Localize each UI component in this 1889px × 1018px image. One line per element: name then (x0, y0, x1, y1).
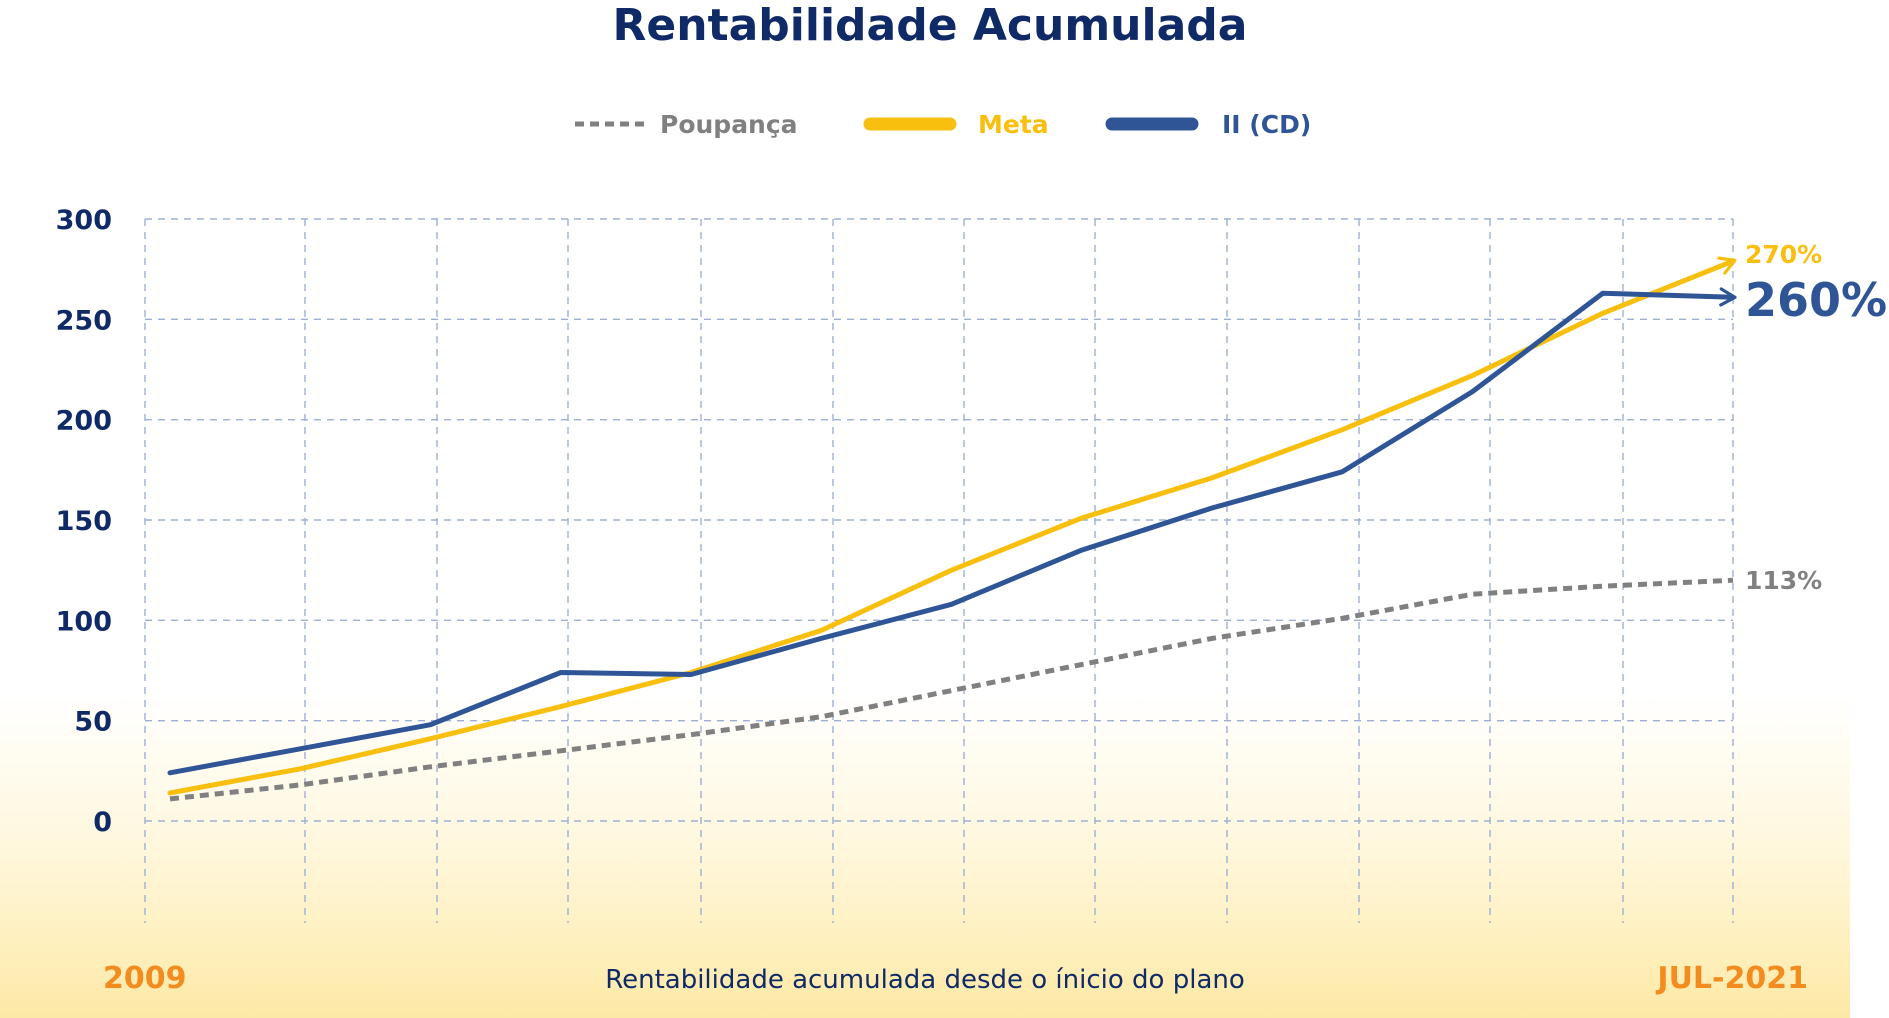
grid (144, 218, 1734, 923)
y-tick-label: 100 (56, 606, 112, 637)
series-line-ii-cd (167, 287, 1737, 776)
y-tick-label: 0 (93, 807, 112, 838)
y-tick-label: 300 (56, 205, 112, 236)
legend-label-poupanca: Poupança (660, 110, 798, 139)
series-lines (167, 256, 1737, 802)
legend-label-meta: Meta (978, 110, 1049, 139)
y-tick-label: 200 (56, 406, 112, 437)
end-label-meta: 270% (1745, 240, 1822, 269)
y-axis-tick-labels: 300 250 200 150 100 50 0 (56, 205, 112, 838)
chart-caption: Rentabilidade acumulada desde o ínicio d… (605, 965, 1245, 995)
chart-background (0, 0, 1850, 1018)
y-tick-label: 150 (56, 506, 112, 537)
end-label-poupanca: 113% (1745, 566, 1822, 595)
chart-title: Rentabilidade Acumulada (613, 0, 1248, 51)
series-line-poupan-a (169, 577, 1734, 802)
y-tick-label: 50 (74, 707, 112, 738)
x-start-label: 2009 (103, 961, 187, 996)
series-line-meta (167, 256, 1737, 796)
y-tick-label: 250 (56, 305, 112, 336)
legend: Poupança Meta II (CD) (575, 110, 1311, 139)
legend-label-ii-cd: II (CD) (1222, 110, 1311, 139)
x-end-label: JUL-2021 (1655, 961, 1808, 996)
end-label-ii-cd: 260% (1745, 273, 1887, 327)
